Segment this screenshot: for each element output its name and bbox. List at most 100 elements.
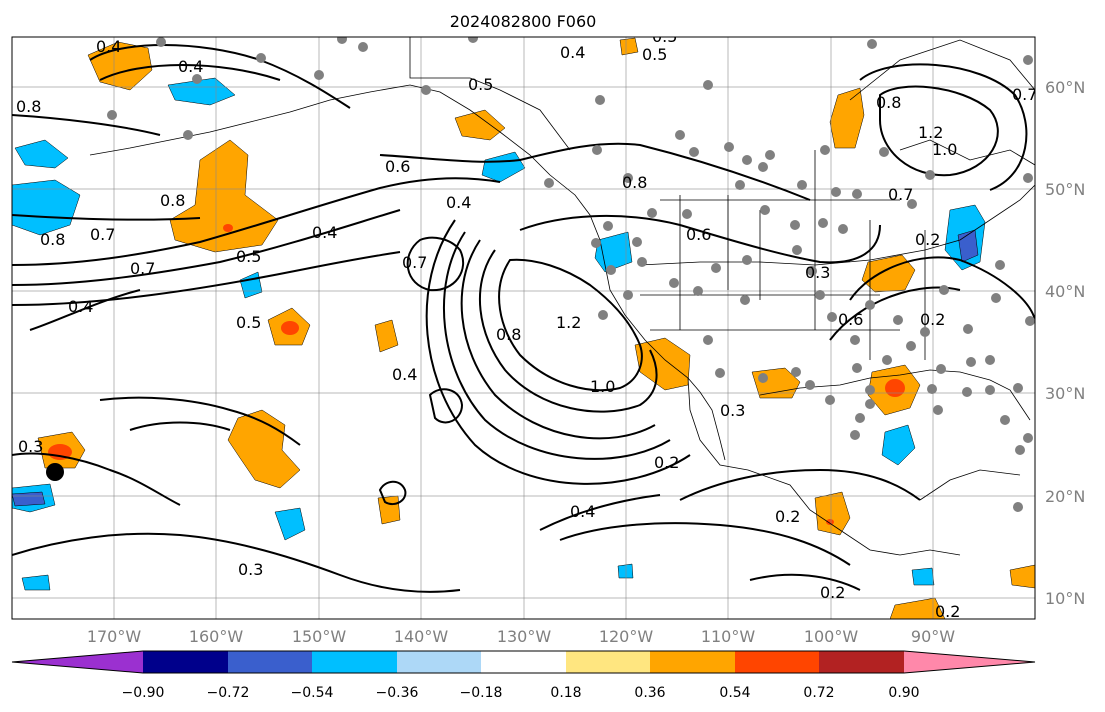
colorbar-label: 0.54 [719,685,750,701]
lat-tick-label: 30°N [1045,384,1085,403]
colorbar-segments [11,650,1036,674]
contour-label: 0.2 [654,453,679,472]
contour-label: 0.6 [838,310,863,329]
contour-label: 1.2 [918,123,943,142]
contour-label: 0.5 [468,75,493,94]
shade-blob [12,491,46,507]
contour-label: 0.4 [68,297,93,316]
shade-blob [481,151,526,183]
colorbar-outline [11,650,1036,674]
contour-label: 0.4 [570,502,595,521]
contour-label: 0.5 [236,313,261,332]
contour-label: 0.3 [18,437,43,456]
colorbar-labels: −0.90 −0.72 −0.54 −0.36 −0.18 0.18 0.36 … [122,685,920,701]
colorbar-segment [566,651,650,673]
station-dots [107,37,1035,512]
shade-blob [377,495,401,525]
shading-layer [12,37,1035,619]
contour-label: 0.7 [90,225,115,244]
colorbar-label: 0.18 [550,685,581,701]
colorbar-label: 0.72 [803,685,834,701]
contour-label: 0.8 [160,191,185,210]
contour-label: 1.2 [556,313,581,332]
lat-tick-label: 20°N [1045,487,1085,506]
colorbar-segment [143,651,228,673]
colorbar-segment [397,651,481,673]
contour-label: 0.7 [402,253,427,272]
contour-label: 0.5 [642,45,667,64]
colorbar-segment [228,651,312,673]
contour-label: 0.2 [915,230,940,249]
lon-tick-label: 170°W [87,627,142,646]
contour-label: 0.4 [560,43,585,62]
colorbar-label: −0.18 [460,685,503,701]
coastlines [89,37,1035,556]
contour-label: 0.4 [446,193,471,212]
shade-blob [14,139,69,169]
shade-blob [1009,564,1035,589]
contour-label: 0.4 [178,57,203,76]
shade-blob [881,424,916,466]
contour-label: 0.5 [652,27,677,46]
contour-label: 0.8 [496,325,521,344]
contour-label: 1.0 [590,377,615,396]
lon-tick-label: 90°W [911,627,955,646]
colorbar-label: −0.54 [291,685,334,701]
lon-tick-label: 120°W [599,627,654,646]
shade-blob [21,574,51,591]
contour-label: 0.7 [888,185,913,204]
contour-label: 0.4 [312,223,337,242]
contour-label: 0.6 [686,225,711,244]
contour-label: 0.3 [238,560,263,579]
lat-tick-labels: 60°N 50°N 40°N 30°N 20°N 10°N [1045,78,1085,608]
colorbar-extend-max [904,651,1035,673]
colorbar: −0.90 −0.72 −0.54 −0.36 −0.18 0.18 0.36 … [11,650,1036,701]
contour-label: 0.8 [16,97,41,116]
shade-blob [169,139,279,253]
contour-label: 0.3 [805,263,830,282]
lat-tick-label: 50°N [1045,180,1085,199]
contour-label-layer: 0.4 0.4 0.8 0.8 0.7 0.8 0.7 0.4 0.6 0.4 … [16,27,1037,621]
shade-blob [829,87,865,149]
storm-marker [46,463,64,481]
contour-label: 1.0 [932,140,957,159]
shade-blob [12,179,81,236]
contour-label: 0.4 [392,365,417,384]
shade-blob [619,37,639,56]
lon-tick-label: 130°W [497,627,552,646]
contour-label: 0.6 [385,157,410,176]
shade-blob [167,77,236,106]
colorbar-segment [819,651,904,673]
contour-label: 0.2 [935,602,960,621]
lat-tick-label: 40°N [1045,282,1085,301]
lat-tick-label: 60°N [1045,78,1085,97]
colorbar-label: −0.72 [207,685,250,701]
shade-blob [634,337,691,391]
contour-label: 0.8 [876,93,901,112]
contour-label: 0.7 [1012,85,1037,104]
shade-core [885,379,905,397]
contour-label: 0.2 [920,310,945,329]
colorbar-segment [312,651,397,673]
lat-tick-label: 10°N [1045,589,1085,608]
map-panel: 0.4 0.4 0.8 0.8 0.7 0.8 0.7 0.4 0.6 0.4 … [11,27,1037,621]
colorbar-extend-min [12,651,143,673]
lon-tick-label: 100°W [804,627,859,646]
shade-core [281,321,299,335]
colorbar-segment [481,651,566,673]
shade-blob [374,319,399,353]
lon-tick-label: 110°W [701,627,756,646]
colorbar-segment [650,651,735,673]
colorbar-label: 0.36 [634,685,665,701]
map-frame [11,36,1036,620]
colorbar-label: 0.90 [888,685,919,701]
contour-label: 0.4 [96,37,121,56]
lon-tick-label: 140°W [394,627,449,646]
contour-label: 0.7 [130,259,155,278]
shade-blob [454,109,506,141]
lon-tick-label: 160°W [189,627,244,646]
contour-label: 0.5 [236,247,261,266]
shade-blob [227,409,301,489]
map-title: 2024082800 F060 [450,12,597,31]
